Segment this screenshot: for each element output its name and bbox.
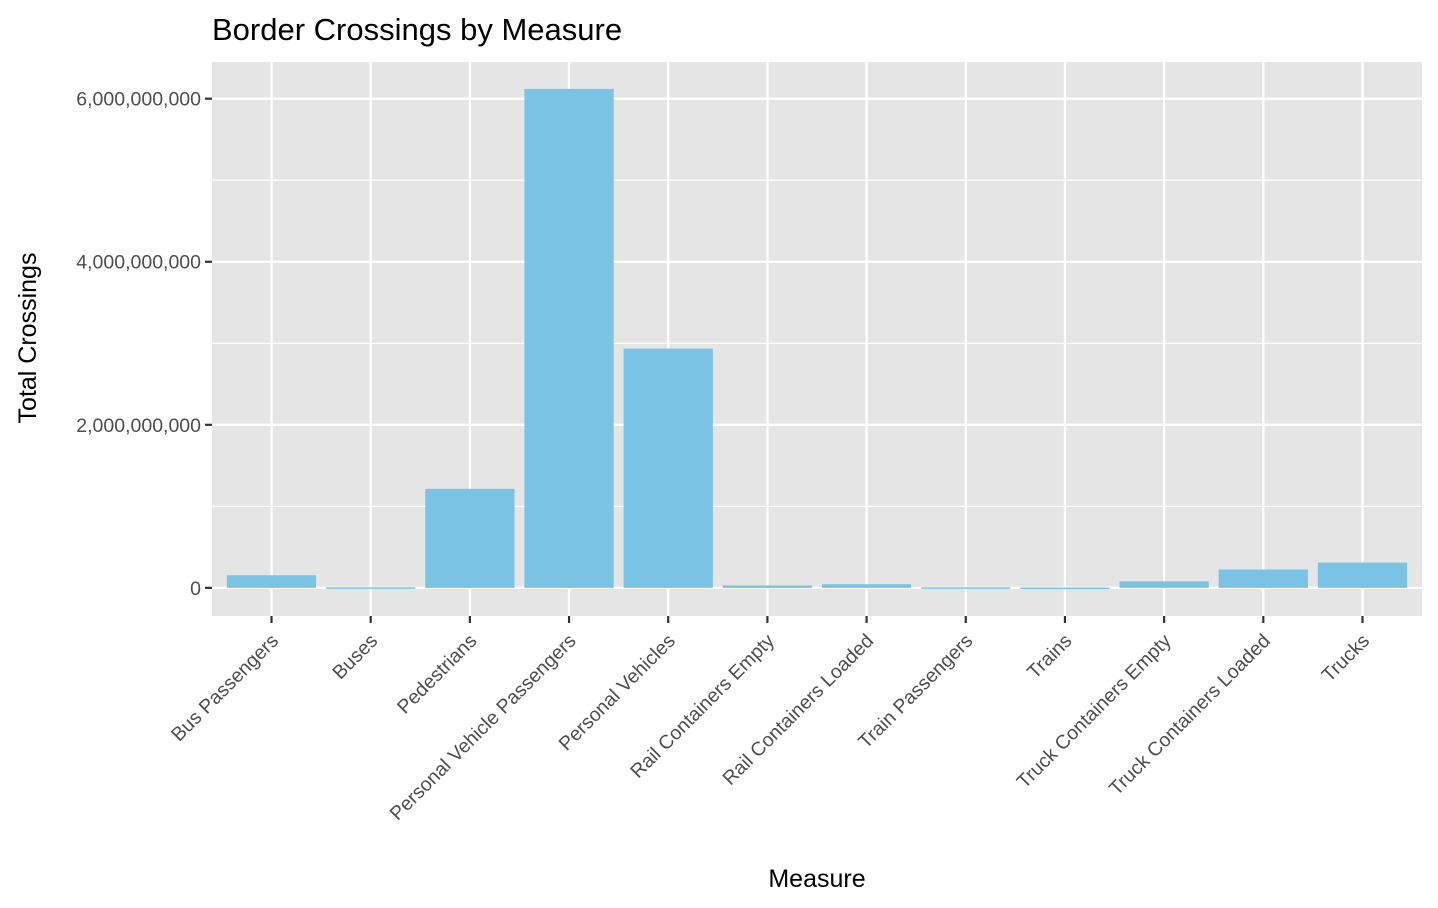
x-tick-label: Pedestrians: [393, 630, 482, 719]
y-tick-label: 2,000,000,000: [76, 415, 201, 437]
minor-gridlines: [212, 179, 1422, 507]
bar: [1020, 587, 1110, 590]
bars: [226, 88, 1408, 590]
bar: [326, 587, 416, 589]
y-axis: 0 2,000,000,000 4,000,000,000 6,000,000,000: [76, 89, 212, 600]
x-tick-label: Personal Vehicle Passengers: [386, 630, 581, 825]
y-tick-label: 6,000,000,000: [76, 89, 201, 111]
bar: [722, 585, 813, 588]
y-tick-label: 4,000,000,000: [76, 252, 201, 274]
chart-title: Border Crossings by Measure: [212, 12, 622, 47]
plot-panel: [212, 62, 1422, 616]
bar: [1317, 562, 1408, 588]
x-axis-title: Measure: [768, 865, 865, 893]
x-tick-label: Trains: [1023, 630, 1077, 684]
x-tick-label: Bus Passengers: [167, 630, 283, 746]
bar: [623, 348, 713, 588]
bar: [1119, 581, 1209, 588]
bar: [1218, 569, 1308, 588]
bar: [821, 584, 912, 588]
bar: [226, 575, 317, 588]
y-axis-title: Total Crossings: [14, 253, 42, 424]
y-tick-label: 0: [190, 578, 201, 600]
x-tick-label: Buses: [328, 630, 382, 684]
bar: [425, 488, 515, 588]
x-tick-label: Truck Containers Loaded: [1105, 630, 1275, 800]
bar: [921, 587, 1011, 589]
bar: [524, 88, 614, 588]
x-tick-label: Trucks: [1318, 630, 1375, 687]
